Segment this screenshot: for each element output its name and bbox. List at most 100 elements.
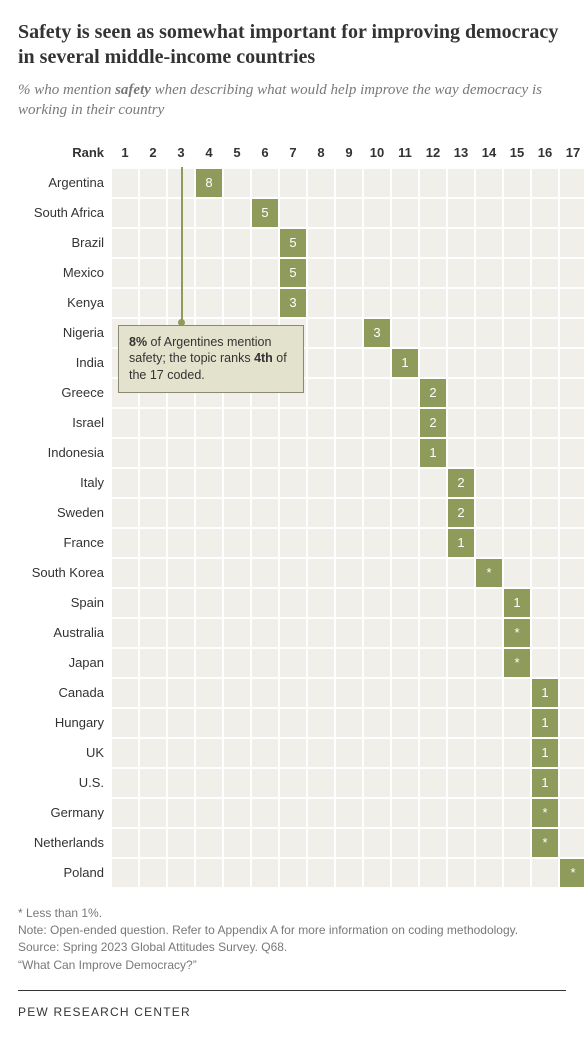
rank-column-header: 12 bbox=[420, 139, 446, 167]
country-label: Argentina bbox=[18, 169, 110, 197]
grid-cell bbox=[448, 229, 474, 257]
grid-cell bbox=[392, 259, 418, 287]
rank-column-header: 17 bbox=[560, 139, 584, 167]
rank-column-header: 10 bbox=[364, 139, 390, 167]
grid-cell bbox=[392, 589, 418, 617]
rank-column-header: 7 bbox=[280, 139, 306, 167]
grid-cell bbox=[112, 709, 138, 737]
grid-cell bbox=[476, 859, 502, 887]
grid-cell bbox=[420, 589, 446, 617]
country-label: Netherlands bbox=[18, 829, 110, 857]
grid-cell: 2 bbox=[448, 499, 474, 527]
grid-cell bbox=[560, 799, 584, 827]
grid-cell bbox=[476, 259, 502, 287]
grid-cell bbox=[476, 829, 502, 857]
grid-cell bbox=[364, 289, 390, 317]
grid-cell bbox=[112, 829, 138, 857]
grid-cell bbox=[224, 409, 250, 437]
footnote-star: * Less than 1%. bbox=[18, 905, 566, 922]
grid-cell bbox=[140, 769, 166, 797]
grid-cell bbox=[168, 829, 194, 857]
grid-cell bbox=[504, 199, 530, 227]
grid-cell bbox=[532, 259, 558, 287]
subtitle-pre: % who mention bbox=[18, 82, 115, 98]
country-label: South Africa bbox=[18, 199, 110, 227]
grid-cell bbox=[252, 829, 278, 857]
grid-cell bbox=[560, 499, 584, 527]
grid-cell bbox=[392, 379, 418, 407]
grid-cell bbox=[112, 499, 138, 527]
grid-cell bbox=[140, 679, 166, 707]
grid-cell bbox=[252, 619, 278, 647]
grid-cell bbox=[532, 469, 558, 497]
grid-cell bbox=[560, 619, 584, 647]
grid-cell bbox=[140, 829, 166, 857]
grid-cell bbox=[140, 739, 166, 767]
footnote-note: Note: Open-ended question. Refer to Appe… bbox=[18, 922, 566, 939]
grid-cell bbox=[252, 559, 278, 587]
grid-cell bbox=[420, 349, 446, 377]
grid-cell bbox=[140, 799, 166, 827]
grid-cell bbox=[336, 319, 362, 347]
grid-cell bbox=[336, 229, 362, 257]
rank-column-header: 1 bbox=[112, 139, 138, 167]
grid-cell bbox=[560, 739, 584, 767]
grid-cell: * bbox=[504, 619, 530, 647]
grid-cell bbox=[364, 619, 390, 647]
grid-cell bbox=[560, 169, 584, 197]
callout-connector-line bbox=[181, 167, 183, 325]
grid-cell bbox=[336, 829, 362, 857]
rank-column-header: 11 bbox=[392, 139, 418, 167]
grid-cell: 1 bbox=[420, 439, 446, 467]
grid-cell bbox=[252, 499, 278, 527]
grid-cell bbox=[112, 859, 138, 887]
grid-cell: 5 bbox=[280, 229, 306, 257]
grid-cell bbox=[224, 559, 250, 587]
grid-cell bbox=[168, 469, 194, 497]
grid-cell bbox=[280, 499, 306, 527]
grid-cell bbox=[168, 529, 194, 557]
grid-cell bbox=[140, 409, 166, 437]
grid-cell: 1 bbox=[504, 589, 530, 617]
grid-cell bbox=[392, 649, 418, 677]
grid-cell bbox=[364, 769, 390, 797]
grid-cell bbox=[560, 829, 584, 857]
grid-cell bbox=[308, 499, 334, 527]
grid-cell: 1 bbox=[532, 739, 558, 767]
grid-cell bbox=[140, 589, 166, 617]
grid-cell bbox=[364, 409, 390, 437]
grid-cell bbox=[364, 799, 390, 827]
grid-cell bbox=[448, 169, 474, 197]
grid-cell bbox=[504, 259, 530, 287]
grid-cell bbox=[392, 169, 418, 197]
grid-cell bbox=[336, 499, 362, 527]
grid-cell bbox=[448, 409, 474, 437]
grid-cell bbox=[560, 319, 584, 347]
grid-cell bbox=[448, 559, 474, 587]
country-label: Brazil bbox=[18, 229, 110, 257]
grid-cell bbox=[336, 469, 362, 497]
grid-cell bbox=[560, 349, 584, 377]
grid-cell bbox=[364, 349, 390, 377]
grid-cell bbox=[448, 199, 474, 227]
grid-cell bbox=[308, 559, 334, 587]
grid-cell bbox=[336, 259, 362, 287]
chart-grid-container: Rank1234567891011121314151617Argentina8S… bbox=[18, 139, 566, 887]
grid-cell bbox=[196, 199, 222, 227]
grid-cell bbox=[560, 199, 584, 227]
grid-cell bbox=[252, 259, 278, 287]
grid-cell bbox=[476, 319, 502, 347]
grid-cell: 1 bbox=[532, 679, 558, 707]
grid-cell bbox=[280, 619, 306, 647]
country-label: Nigeria bbox=[18, 319, 110, 347]
grid-cell bbox=[448, 739, 474, 767]
grid-cell bbox=[252, 739, 278, 767]
grid-cell bbox=[224, 829, 250, 857]
grid-cell bbox=[504, 859, 530, 887]
grid-cell bbox=[280, 529, 306, 557]
grid-cell bbox=[168, 739, 194, 767]
grid-cell: 1 bbox=[532, 709, 558, 737]
grid-cell bbox=[308, 799, 334, 827]
grid-cell bbox=[196, 679, 222, 707]
grid-cell bbox=[112, 259, 138, 287]
